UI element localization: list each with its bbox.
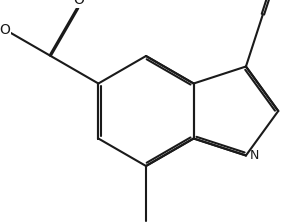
Text: O: O — [73, 0, 84, 7]
Text: N: N — [249, 149, 259, 162]
Text: O: O — [0, 22, 10, 36]
